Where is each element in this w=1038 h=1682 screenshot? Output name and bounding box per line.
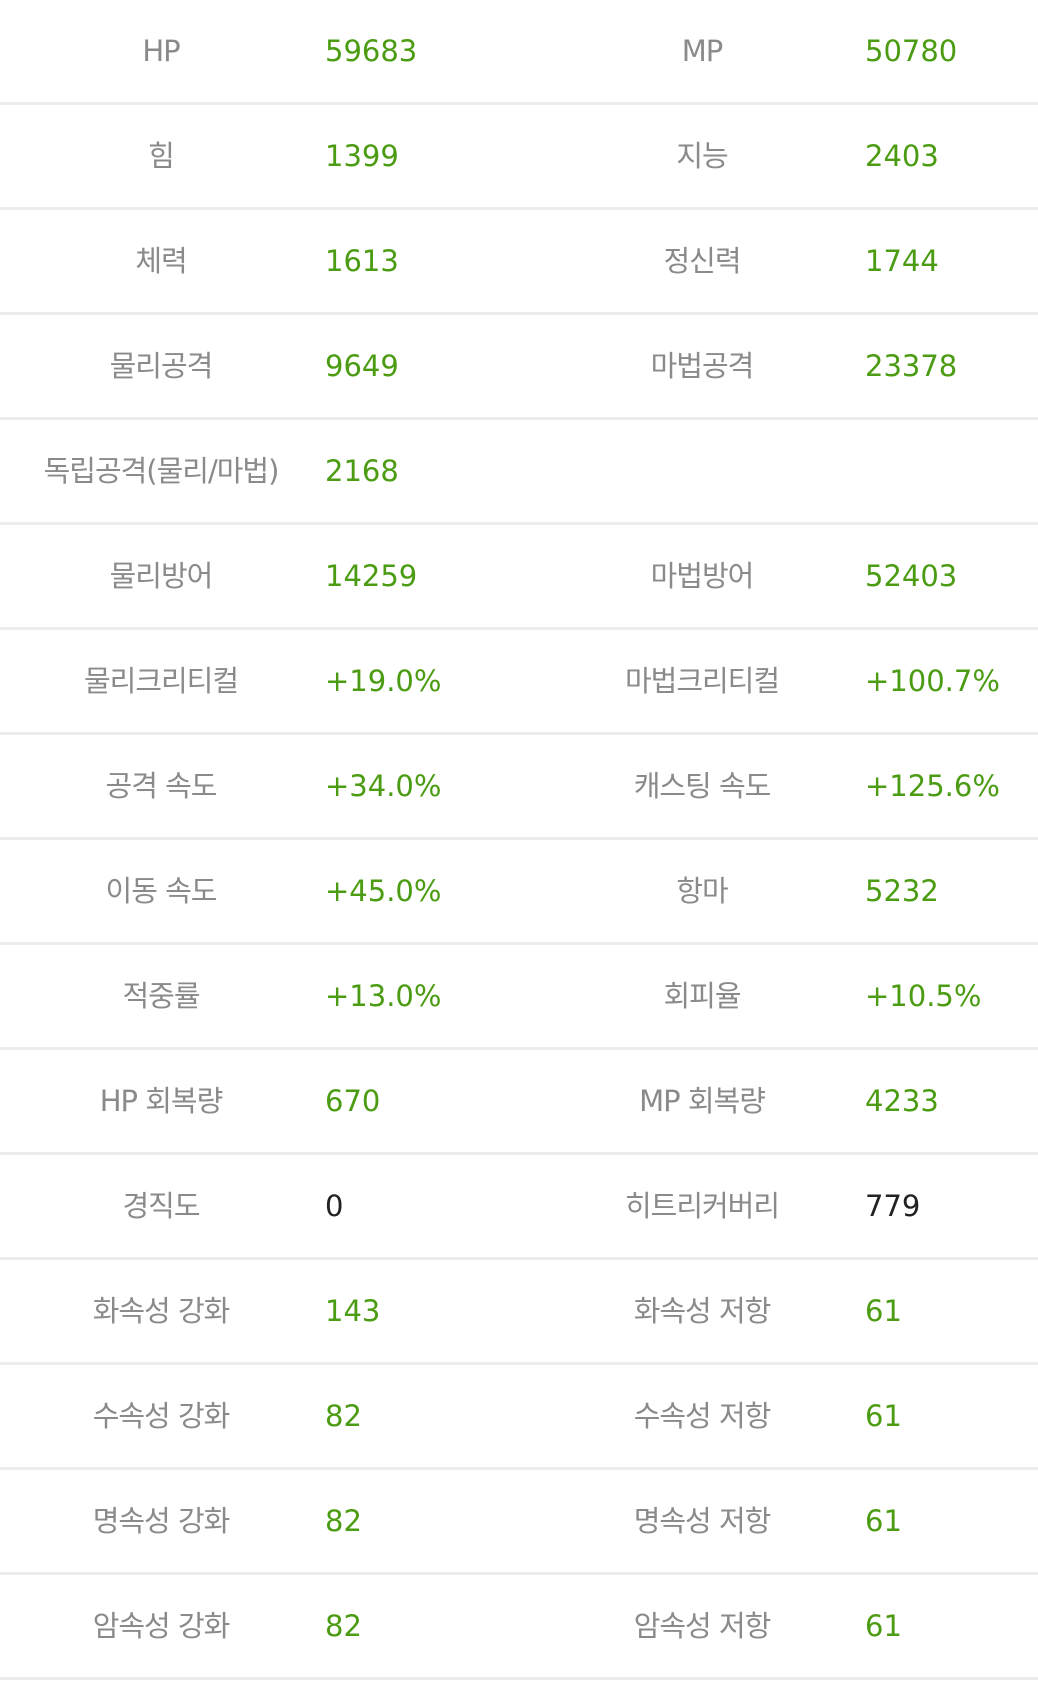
stat-row: 힘 1399 지능 2403 — [0, 105, 1038, 210]
stat-label: 암속성 강화 — [92, 1609, 231, 1643]
stat-value: 61 — [865, 1504, 902, 1538]
stat-row: 공격 속도 +34.0% 캐스팅 속도 +125.6% — [0, 735, 1038, 840]
stat-label: 명속성 강화 — [92, 1504, 231, 1538]
stat-value: 1613 — [325, 244, 399, 278]
stat-value: 61 — [865, 1609, 902, 1643]
stat-value: +34.0% — [325, 769, 442, 803]
stat-label: MP — [681, 34, 724, 68]
stat-label: 공격 속도 — [105, 769, 218, 803]
stat-value: 23378 — [865, 349, 958, 383]
stat-label: 히트리커버리 — [624, 1189, 780, 1223]
stat-label: 명속성 저항 — [633, 1504, 772, 1538]
stat-value: 82 — [325, 1399, 362, 1433]
stat-value: 143 — [325, 1294, 381, 1328]
stat-row: 물리크리티컬 +19.0% 마법크리티컬 +100.7% — [0, 630, 1038, 735]
stat-value: 4233 — [865, 1084, 939, 1118]
stat-row: 체력 1613 정신력 1744 — [0, 210, 1038, 315]
stat-label: 항마 — [676, 874, 728, 908]
stat-label: MP 회복량 — [639, 1084, 766, 1118]
stat-label: 회피율 — [663, 979, 741, 1013]
stat-label: 화속성 강화 — [92, 1294, 231, 1328]
stat-row: 수속성 강화 82 수속성 저항 61 — [0, 1365, 1038, 1470]
stat-value: 5232 — [865, 874, 939, 908]
stat-row: HP 59683 MP 50780 — [0, 0, 1038, 105]
stat-value: 82 — [325, 1504, 362, 1538]
stat-label: 힘 — [148, 139, 175, 173]
stat-value: 61 — [865, 1399, 902, 1433]
stat-value: 14259 — [325, 559, 418, 593]
stat-label: 적중률 — [122, 979, 200, 1013]
stat-label: 체력 — [135, 244, 187, 278]
stat-row: 물리공격 9649 마법공격 23378 — [0, 315, 1038, 420]
stat-row: 화속성 강화 143 화속성 저항 61 — [0, 1260, 1038, 1365]
stat-label: 독립공격(물리/마법) — [43, 454, 280, 488]
stat-value: 1399 — [325, 139, 399, 173]
stat-label: 캐스팅 속도 — [633, 769, 772, 803]
stat-label: 이동 속도 — [105, 874, 218, 908]
stat-label: 물리방어 — [109, 559, 214, 593]
stat-row: 독립공격(물리/마법) 2168 — [0, 420, 1038, 525]
stat-label: HP — [142, 34, 180, 68]
stat-value: 82 — [325, 1609, 362, 1643]
stat-label: 물리공격 — [109, 349, 214, 383]
stat-label: 마법방어 — [650, 559, 755, 593]
stat-label: 화속성 저항 — [633, 1294, 772, 1328]
stat-label: HP 회복량 — [99, 1084, 224, 1118]
stat-label: 암속성 저항 — [633, 1609, 772, 1643]
stat-label: 마법크리티컬 — [624, 664, 780, 698]
stat-row: 적중률 +13.0% 회피율 +10.5% — [0, 945, 1038, 1050]
stat-value: 61 — [865, 1294, 902, 1328]
stat-value: 2168 — [325, 454, 399, 488]
stat-value: 670 — [325, 1084, 381, 1118]
stat-row: 암속성 강화 82 암속성 저항 61 — [0, 1575, 1038, 1680]
stat-row: 이동 속도 +45.0% 항마 5232 — [0, 840, 1038, 945]
stat-label: 정신력 — [663, 244, 741, 278]
stat-row: 명속성 강화 82 명속성 저항 61 — [0, 1470, 1038, 1575]
stat-row: HP 회복량 670 MP 회복량 4233 — [0, 1050, 1038, 1155]
stat-value: +13.0% — [325, 979, 442, 1013]
stat-value: 2403 — [865, 139, 939, 173]
stat-row: 물리방어 14259 마법방어 52403 — [0, 525, 1038, 630]
stat-label — [542, 420, 862, 522]
stat-value: +125.6% — [865, 769, 1000, 803]
stat-value: 52403 — [865, 559, 958, 593]
stat-value: +100.7% — [865, 664, 1000, 698]
stat-value: 50780 — [865, 34, 958, 68]
stat-value: 0 — [325, 1189, 344, 1223]
stat-value: +45.0% — [325, 874, 442, 908]
stat-value: 779 — [865, 1189, 921, 1223]
stat-label: 경직도 — [122, 1189, 200, 1223]
stat-label: 지능 — [676, 139, 728, 173]
stat-label: 마법공격 — [650, 349, 755, 383]
stat-value: +19.0% — [325, 664, 442, 698]
stat-value: 1744 — [865, 244, 939, 278]
stat-value: 59683 — [325, 34, 418, 68]
stat-row: 경직도 0 히트리커버리 779 — [0, 1155, 1038, 1260]
stat-label: 수속성 저항 — [633, 1399, 772, 1433]
stat-label: 물리크리티컬 — [83, 664, 239, 698]
stat-value: +10.5% — [865, 979, 982, 1013]
stat-value: 9649 — [325, 349, 399, 383]
stat-label: 수속성 강화 — [92, 1399, 231, 1433]
